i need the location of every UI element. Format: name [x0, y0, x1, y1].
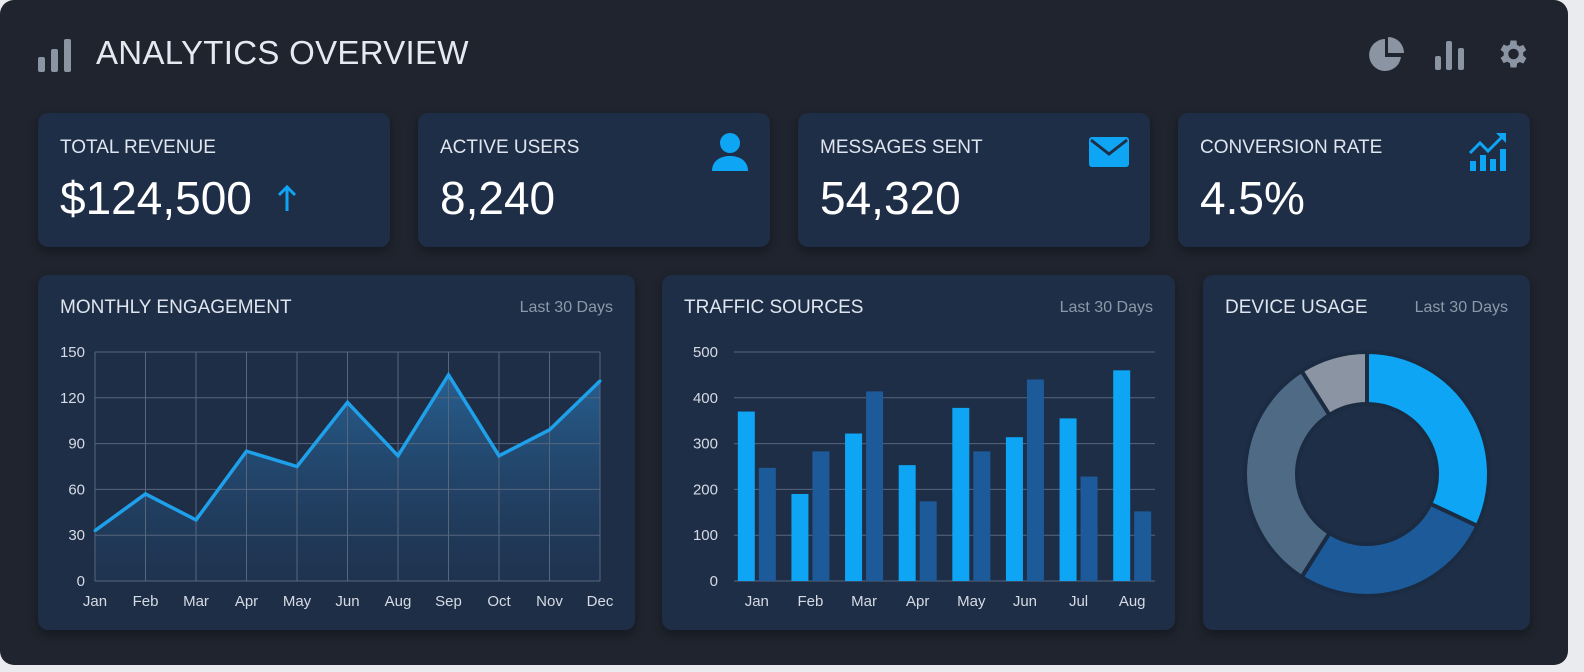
kpi-value: 4.5% [1200, 172, 1305, 224]
bar [866, 391, 884, 581]
bar [758, 467, 776, 581]
kpi-card-users: ACTIVE USERS 8,240 [418, 113, 770, 247]
y-tick-label: 500 [693, 344, 718, 361]
page-title: ANALYTICS OVERVIEW [96, 34, 469, 71]
panel-traffic-sources: TRAFFIC SOURCES Last 30 Days 0 100 200 300 4… [662, 275, 1175, 630]
trending-up-icon [1468, 133, 1506, 171]
kpi-value: 8,240 [440, 172, 556, 224]
y-tick-label: 60 [68, 481, 85, 498]
y-tick-label: 400 [693, 390, 718, 407]
y-tick-label: 30 [68, 527, 85, 544]
donut-slice [1298, 349, 1369, 418]
data-point [295, 465, 299, 468]
bar [919, 501, 937, 581]
data-point [93, 529, 97, 533]
x-tick-label: Dec [587, 593, 614, 610]
x-tick-label: Mar [183, 593, 209, 610]
x-tick-label: Jan [745, 593, 769, 610]
kpi-value: 54,320 [820, 172, 961, 224]
bar-chart-icon[interactable] [1434, 38, 1468, 72]
bar [952, 407, 970, 581]
y-tick-label: 150 [60, 344, 85, 361]
bar [898, 465, 916, 581]
data-point [194, 518, 198, 522]
y-tick-label: 90 [68, 436, 85, 453]
x-tick-label: Jun [335, 593, 359, 610]
period-label[interactable]: Last 30 Days [519, 299, 613, 316]
y-tick-label: 100 [693, 527, 718, 544]
data-point [447, 373, 450, 377]
bar [812, 451, 830, 581]
kpi-label: MESSAGES SENT [820, 137, 983, 158]
bar [1113, 370, 1131, 581]
data-point [396, 454, 400, 458]
x-tick-label: Nov [536, 593, 563, 610]
line-chart: 0 30 60 90 120 150 Jan Feb Mar Apr May Jun Aug Sep Oct… [60, 344, 614, 610]
x-tick-label: Apr [906, 593, 929, 610]
panel-monthly-engagement: MONTHLY ENGAGEMENT Last 30 Days 0 30 60 90 1… [38, 275, 635, 630]
bar [1026, 379, 1044, 581]
x-tick-label: Feb [798, 593, 824, 610]
gear-icon[interactable] [1494, 36, 1530, 72]
x-tick-label: Jan [83, 593, 107, 610]
bar [1059, 418, 1077, 581]
kpi-label: ACTIVE USERS [440, 137, 580, 158]
data-point [144, 492, 147, 496]
kpi-card-messages: MESSAGES SENT 54,320 [798, 113, 1150, 247]
x-tick-label: Jul [1069, 593, 1088, 610]
dashboard: ANALYTICS OVERVIEW TOTAL REVENUE $124,50… [0, 0, 1568, 665]
kpi-label: TOTAL REVENUE [60, 137, 216, 158]
y-tick-label: 0 [710, 573, 718, 590]
donut-chart [1243, 349, 1491, 598]
x-tick-label: Oct [487, 593, 511, 610]
data-point [598, 379, 602, 383]
panel-title: DEVICE USAGE [1225, 297, 1368, 318]
kpi-card-conversion: CONVERSION RATE 4.5% [1178, 113, 1530, 247]
kpi-card-revenue: TOTAL REVENUE $124,500 [38, 113, 390, 247]
data-point [245, 449, 248, 453]
kpi-label: CONVERSION RATE [1200, 137, 1383, 158]
x-tick-label: Sep [435, 593, 462, 610]
bar [845, 433, 863, 581]
x-tick-label: Apr [235, 593, 258, 610]
x-tick-label: Feb [133, 593, 159, 610]
bar [1134, 511, 1152, 581]
x-tick-label: Mar [851, 593, 877, 610]
bar [1080, 476, 1098, 581]
x-tick-label: May [283, 593, 312, 610]
y-tick-label: 120 [60, 390, 85, 407]
data-point [548, 428, 551, 432]
bar-chart: 0 100 200 300 400 500 Jan Feb Mar Apr May Jun Jul Aug [693, 344, 1155, 610]
x-tick-label: Aug [1119, 593, 1146, 610]
donut-slice [1243, 368, 1333, 580]
y-tick-label: 300 [693, 436, 718, 453]
kpi-value: $124,500 [60, 172, 252, 224]
panel-title: TRAFFIC SOURCES [684, 297, 864, 318]
y-tick-label: 0 [77, 573, 85, 590]
pie-chart-icon[interactable] [1368, 36, 1406, 74]
period-label[interactable]: Last 30 Days [1059, 299, 1153, 316]
donut-slice [1365, 349, 1491, 529]
bar-chart-icon [38, 39, 71, 72]
mail-icon [1089, 137, 1129, 167]
data-point [497, 454, 501, 458]
x-tick-label: Jun [1013, 593, 1037, 610]
donut-slice [1298, 501, 1481, 598]
user-icon [712, 133, 748, 171]
x-tick-label: May [957, 593, 986, 610]
bar [791, 493, 809, 581]
x-tick-label: Aug [385, 593, 412, 610]
bar [1005, 437, 1023, 581]
panel-title: MONTHLY ENGAGEMENT [60, 297, 292, 318]
arrow-up-icon [277, 184, 297, 211]
bar [737, 411, 755, 581]
y-tick-label: 200 [693, 481, 718, 498]
panel-device-usage: DEVICE USAGE Last 30 Days [1203, 275, 1530, 630]
period-label[interactable]: Last 30 Days [1414, 299, 1508, 316]
data-point [346, 400, 349, 404]
bar [973, 451, 991, 581]
